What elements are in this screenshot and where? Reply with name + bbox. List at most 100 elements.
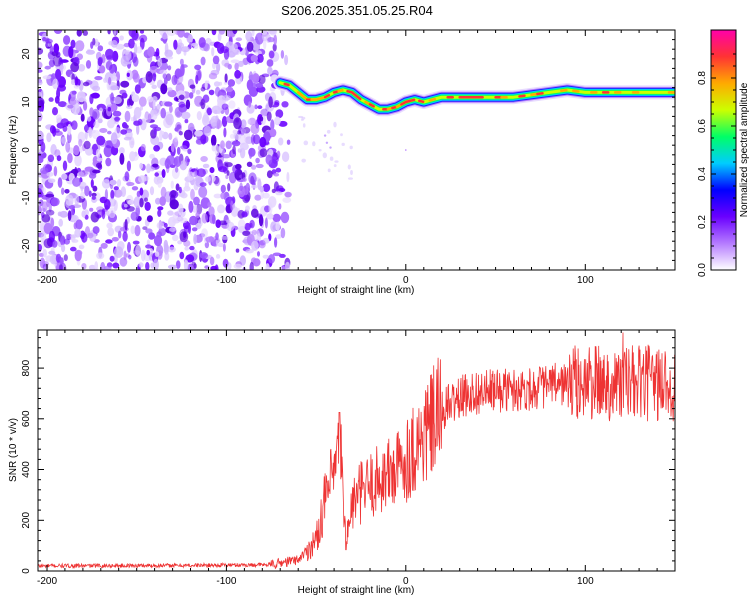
spectrogram-noise-blob (107, 106, 112, 112)
spectrogram-noise-blob (267, 37, 275, 43)
signal-track-peak (323, 93, 331, 99)
spectrogram-noise-blob (60, 235, 66, 246)
spectrogram-noise-blob (163, 77, 168, 85)
spectrogram-noise-blob (54, 128, 60, 133)
spectrogram-noise-blob (72, 177, 81, 187)
signal-track-peak (319, 96, 326, 100)
spectrogram-noise-blob (282, 197, 292, 204)
spectrogram-noise-blob (71, 120, 78, 130)
spectrogram-noise-blob (170, 190, 177, 198)
spectrogram-noise-blob (156, 221, 165, 230)
spectrogram-noise-blob (179, 251, 185, 260)
spectrogram-noise-blob (71, 239, 79, 243)
spectrogram-noise-blob (214, 145, 220, 157)
spectrogram-noise-blob (123, 250, 127, 261)
spectrogram-noise-blob (250, 54, 258, 62)
spectrogram-noise-blob (51, 240, 58, 248)
spectrogram-noise-blob (179, 58, 184, 66)
spectrogram-noise-blob (45, 209, 55, 216)
spectrogram-noise-blob (176, 146, 181, 155)
spectrogram-noise-blob (123, 203, 128, 208)
spectrogram-noise-blob (38, 156, 44, 164)
spectrogram-noise-blob (233, 263, 243, 269)
spectrogram-noise-blob (281, 266, 286, 270)
spectrogram-noise-blob (92, 226, 100, 234)
spectrogram-noise-blob (123, 50, 130, 55)
spectrogram-noise-blob (132, 56, 139, 67)
spectrogram-noise-blob (226, 219, 231, 224)
spectrogram-noise-blob (270, 221, 278, 233)
spectrogram-noise-blob (259, 136, 267, 148)
spectrogram-noise-blob (126, 182, 135, 186)
spectrogram-noise-blob (227, 182, 231, 192)
spectrogram-noise-blob (50, 197, 60, 207)
spectrogram-noise-blob (249, 219, 255, 229)
spectrogram-noise-blob (259, 148, 268, 158)
spectrogram-noise-blob (231, 43, 238, 53)
spectrogram-noise-blob (173, 39, 178, 50)
spectrogram-noise-blob (56, 122, 65, 129)
spectrogram-noise-blob (120, 80, 130, 88)
spectrogram-noise-blob (107, 119, 115, 129)
spectrogram-noise-blob (318, 149, 322, 152)
spectrogram-noise-blob (258, 239, 266, 249)
spectrogram-noise-blob (169, 199, 179, 210)
spectrogram-noise-blob (148, 232, 156, 240)
spectrogram-x-tick-label: -100 (216, 275, 236, 286)
snr-y-tick-label: 800 (21, 359, 32, 376)
spectrogram-noise-blob (251, 82, 257, 92)
spectrogram-noise-blob (133, 196, 141, 208)
spectrogram-noise-blob (46, 132, 52, 143)
spectrogram-noise-blob (138, 96, 147, 107)
signal-track-peak (428, 97, 437, 102)
spectrogram-noise-blob (196, 168, 206, 178)
snr-x-axis-label: Height of straight line (km) (298, 585, 415, 596)
spectrogram-noise-blob (155, 48, 160, 57)
spectrogram-noise-blob (81, 263, 87, 270)
spectrogram-noise-blob (221, 95, 231, 101)
spectrogram-noise-blob (145, 262, 150, 270)
spectrogram-noise-blob (110, 189, 115, 200)
spectrogram-noise-blob (251, 208, 259, 218)
spectrogram-noise-blob (252, 258, 261, 267)
signal-track-peak (518, 94, 526, 98)
spectrogram-noise-blob (167, 87, 173, 92)
colorbar: 0.0 0.2 0.4 0.6 0.8 Normalized spectral ampl… (697, 29, 750, 277)
spectrogram-noise-blob (113, 189, 123, 198)
spectrogram-noise-blob (181, 111, 191, 120)
spectrogram-noise-blob (77, 64, 86, 72)
spectrogram-noise-blob (286, 139, 291, 145)
spectrogram-noise-blob (42, 248, 47, 258)
spectrogram-noise-blob (205, 176, 211, 183)
spectrogram-noise-blob (88, 264, 96, 270)
spectrogram-noise-blob (92, 185, 98, 192)
spectrogram-noise-blob (56, 155, 62, 162)
spectrogram-noise-blob (70, 62, 79, 73)
spectrogram-noise-blob (251, 30, 255, 37)
spectrogram-noise-blob (195, 74, 199, 85)
spectrogram-noise-blob (139, 105, 143, 111)
spectrogram-noise-blob (246, 41, 254, 52)
spectrogram-noise-blob (265, 154, 273, 165)
spectrogram-noise-blob (163, 239, 168, 250)
snr-x-tick-label: -100 (216, 576, 236, 587)
spectrogram-noise-blob (235, 37, 243, 42)
spectrogram-noise-blob (200, 156, 208, 162)
spectrogram-noise-blob (112, 96, 122, 105)
spectrogram-noise-blob (179, 217, 188, 224)
spectrogram-noise-blob (62, 125, 68, 132)
spectrogram-noise-blob (223, 127, 227, 138)
spectrogram-noise-blob (49, 254, 58, 265)
spectrogram-noise-blob (180, 192, 188, 199)
spectrogram-noise-blob (45, 38, 53, 44)
spectrogram-noise-blob (179, 160, 187, 171)
spectrogram-noise-blob (100, 262, 106, 270)
spectrogram-noise-blob (159, 196, 166, 207)
spectrogram-y-axis-label: Frequency (Hz) (8, 116, 19, 185)
spectrogram-noise-blob (111, 40, 118, 48)
spectrogram-background (38, 30, 675, 270)
spectrogram-noise-blob (58, 101, 67, 108)
spectrogram-noise-blob (63, 35, 71, 45)
spectrogram-noise-blob (67, 153, 73, 164)
spectrogram-noise-blob (119, 147, 125, 155)
